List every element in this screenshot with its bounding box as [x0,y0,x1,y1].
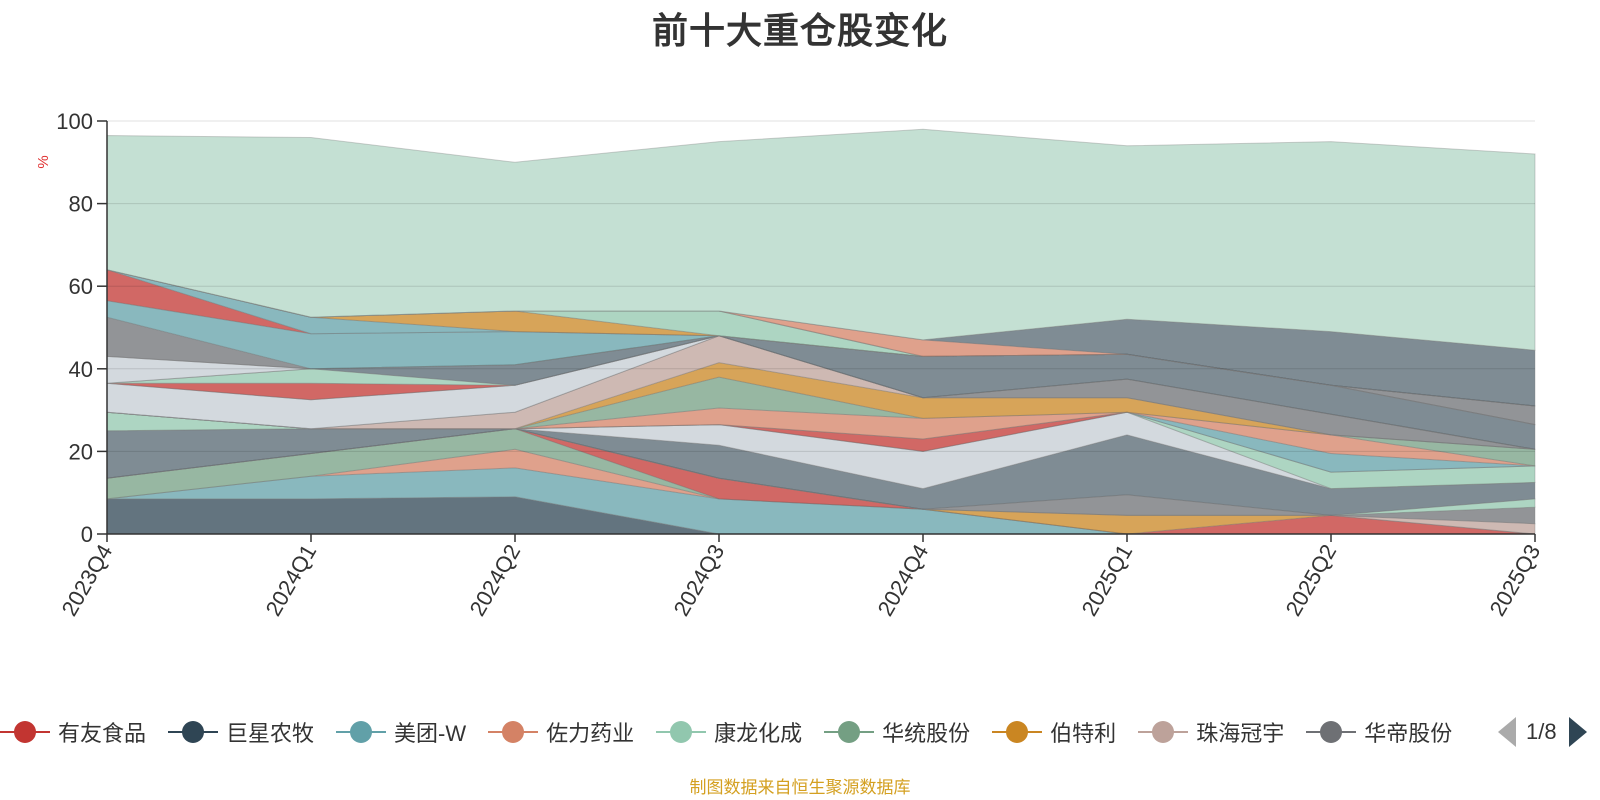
legend: 有友食品 巨星农牧 美团-W 佐力药业 康龙化成 华统股份 伯特利 珠海冠宇 华帝股份 1/8 [0,712,1600,752]
x-tick-label: 2024Q1 [261,540,322,620]
y-axis-label: % [35,155,52,168]
legend-item[interactable]: 伯特利 [992,712,1116,752]
x-tick-label: 2025Q2 [1281,540,1342,620]
source-note: 制图数据来自恒生聚源数据库 [689,778,911,797]
y-tick-label: 60 [69,274,93,299]
x-tick-label: 2025Q3 [1485,540,1546,620]
y-tick-label: 80 [69,192,93,217]
legend-pager: 1/8 [1498,712,1587,752]
legend-label: 珠海冠宇 [1196,721,1285,746]
legend-label: 伯特利 [1050,721,1117,746]
legend-item[interactable]: 美团-W [336,712,466,752]
legend-page-indicator: 1/8 [1526,719,1557,744]
legend-label: 佐力药业 [546,721,635,746]
legend-label: 华统股份 [882,721,971,746]
legend-marker-icon [656,712,707,752]
x-axis: 2023Q4 2024Q1 2024Q2 2024Q3 2024Q4 2025Q1 2025… [57,534,1546,620]
x-tick-label: 2024Q3 [669,540,730,620]
y-tick-label: 100 [56,109,93,134]
area-series-2 [106,448,1535,535]
legend-item[interactable]: 有友食品 [0,712,146,752]
legend-label: 有友食品 [58,721,147,746]
x-tick-label: 2024Q2 [465,540,526,620]
legend-next-icon[interactable] [1568,717,1587,747]
x-tick-label: 2023Q4 [57,540,118,620]
area-series-group [106,128,1536,535]
legend-marker-icon [168,712,219,752]
legend-marker-icon [824,712,875,752]
legend-marker-icon [1138,712,1189,752]
legend-item[interactable]: 巨星农牧 [168,712,314,752]
y-tick-label: 40 [69,357,93,382]
legend-prev-icon[interactable] [1498,717,1516,747]
legend-item[interactable]: 佐力药业 [488,712,634,752]
legend-label: 康龙化成 [714,721,803,746]
y-tick-label: 0 [81,522,93,547]
legend-item[interactable]: 珠海冠宇 [1138,712,1284,752]
y-tick-label: 20 [69,439,93,464]
legend-marker-icon [488,712,539,752]
x-tick-label: 2025Q1 [1077,540,1138,620]
legend-item[interactable]: 康龙化成 [656,712,802,752]
legend-label: 美团-W [394,721,467,746]
area-series-35 [106,128,1536,351]
legend-marker-icon [0,712,50,752]
x-tick-label: 2024Q4 [873,540,934,620]
area-series-1 [106,467,1535,535]
legend-items: 有友食品 巨星农牧 美团-W 佐力药业 康龙化成 华统股份 伯特利 珠海冠宇 华帝股份 [0,712,1468,752]
legend-marker-icon [336,712,387,752]
legend-item[interactable]: 华统股份 [824,712,970,752]
legend-item[interactable]: 华帝股份 [1306,712,1452,752]
legend-label: 华帝股份 [1364,721,1453,746]
legend-marker-icon [1306,712,1357,752]
legend-marker-icon [992,712,1043,752]
chart-title: 前十大重仓股变化 [651,10,948,51]
legend-label: 巨星农牧 [226,721,315,746]
